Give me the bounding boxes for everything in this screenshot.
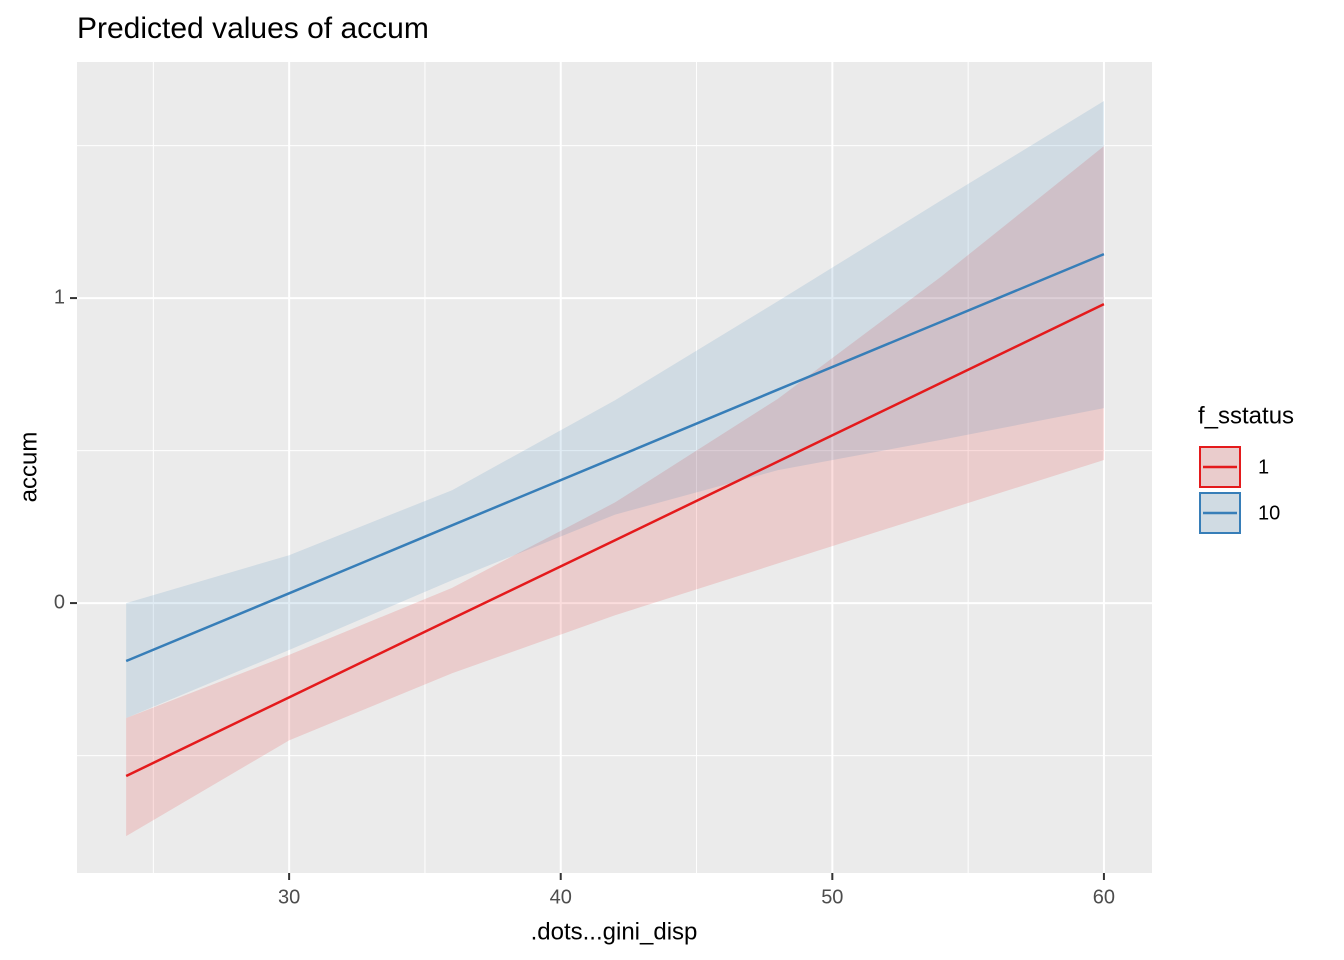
y-axis-label: accum [15,432,42,503]
x-tick-label: 50 [821,886,843,908]
y-tick-label: 0 [54,591,65,613]
x-axis-label: .dots...gini_disp [531,918,698,945]
legend-label: 10 [1258,502,1280,524]
y-tick-label: 1 [54,286,65,308]
x-tick-label: 40 [550,886,572,908]
x-tick-label: 30 [278,886,300,908]
confidence-band [126,101,1104,719]
chart-title: Predicted values of accum [77,12,429,45]
line [125,252,1105,663]
plot-panel [77,62,1152,873]
x-tick-label: 60 [1093,886,1115,908]
line [125,303,1105,778]
legend-title: f_sstatus [1198,402,1294,429]
legend-label: 1 [1258,456,1269,478]
confidence-band [126,146,1104,837]
